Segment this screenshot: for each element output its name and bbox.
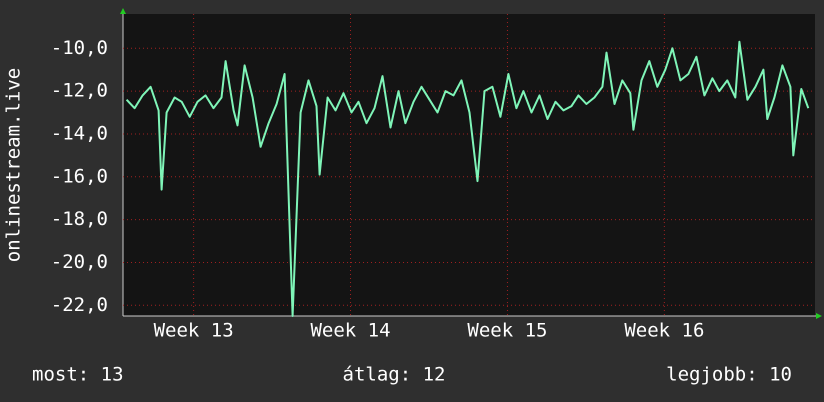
y-axis-label: onlinestream.live xyxy=(3,68,25,262)
y-tick-label: -12,0 xyxy=(51,80,108,102)
x-tick-label: Week 15 xyxy=(467,320,547,342)
x-tick-label: Week 16 xyxy=(624,320,704,342)
y-tick-label: -22,0 xyxy=(51,294,108,316)
data-line xyxy=(125,40,810,317)
axis-arrow xyxy=(816,313,822,319)
axis-arrow xyxy=(120,8,126,14)
y-tick-label: -14,0 xyxy=(51,122,108,144)
y-tick-label: -10,0 xyxy=(51,37,108,59)
x-tick-label: Week 13 xyxy=(154,320,234,342)
y-tick-label: -20,0 xyxy=(51,251,108,273)
plot-area xyxy=(123,14,815,316)
footer-stat: legjobb: 10 xyxy=(666,364,792,386)
y-tick-label: -18,0 xyxy=(51,208,108,230)
footer-stat: átlag: 12 xyxy=(343,364,446,386)
y-tick-label: -16,0 xyxy=(51,165,108,187)
footer-stat: most: 13 xyxy=(32,364,124,386)
x-tick-label: Week 14 xyxy=(310,320,390,342)
